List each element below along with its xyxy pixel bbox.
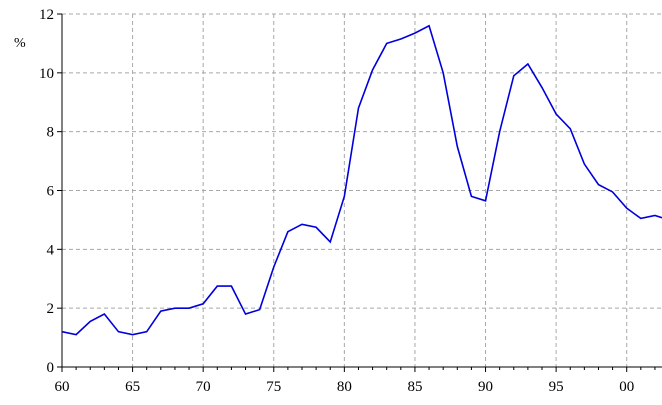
- axes: [57, 13, 662, 372]
- y-tick-label: 0: [47, 360, 55, 376]
- y-tick-label: 12: [39, 7, 54, 23]
- y-tick-label: 10: [39, 66, 54, 82]
- x-tick-label: 60: [55, 379, 70, 395]
- x-tick-label: 65: [125, 379, 140, 395]
- x-tick-label: 95: [549, 379, 564, 395]
- data-points: [62, 26, 662, 335]
- x-tick-label: 90: [478, 379, 493, 395]
- x-tick-label: 00: [619, 379, 634, 395]
- x-tick-label: 70: [196, 379, 211, 395]
- x-tick-label: 75: [266, 379, 281, 395]
- grid-lines: [62, 13, 662, 367]
- series-line: [61, 24, 662, 336]
- x-tick-label: 80: [337, 379, 352, 395]
- y-tick-label: 4: [47, 242, 55, 258]
- x-tick-labels: 60 65 70 75 80 85 90 95 00: [55, 379, 635, 395]
- y-tick-label: 2: [47, 301, 55, 317]
- y-tick-label: 6: [47, 184, 55, 200]
- y-axis-unit-label: %: [14, 36, 26, 51]
- y-tick-labels: 0 2 4 6 8 10 12: [39, 7, 55, 376]
- x-tick-label: 85: [407, 379, 422, 395]
- y-tick-label: 8: [47, 125, 55, 141]
